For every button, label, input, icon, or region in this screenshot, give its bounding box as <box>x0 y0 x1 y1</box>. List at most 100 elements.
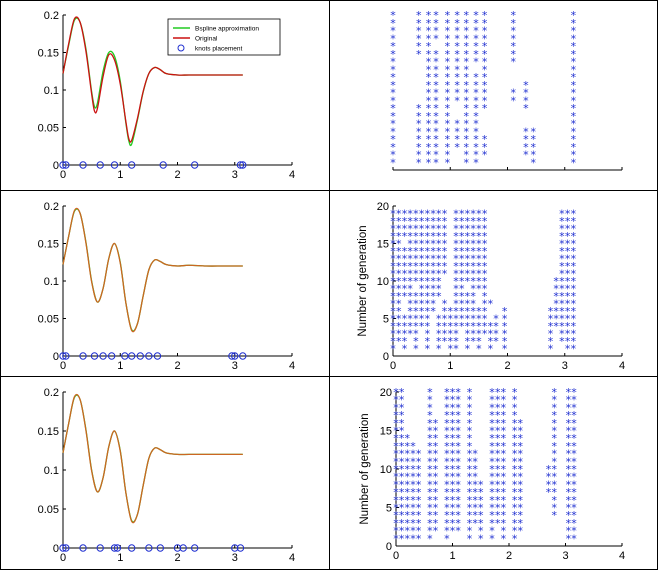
star-marker: * <box>495 448 501 461</box>
star-marker: * <box>510 94 516 107</box>
star-marker: * <box>445 32 451 45</box>
star-marker: * <box>553 275 559 288</box>
star-marker: * <box>448 335 454 348</box>
star-marker: * <box>501 425 507 438</box>
star-marker: * <box>405 432 411 445</box>
star-marker: * <box>455 417 461 430</box>
star-marker: * <box>565 230 571 243</box>
star-marker: * <box>470 275 476 288</box>
star-marker: * <box>396 328 402 341</box>
star-marker: * <box>433 125 439 138</box>
star-marker: * <box>444 394 450 407</box>
star-marker: * <box>433 494 439 507</box>
star-marker: * <box>478 486 484 499</box>
star-marker: * <box>416 118 422 131</box>
star-marker: * <box>410 532 416 545</box>
star-marker: * <box>482 230 488 243</box>
y-tick-label: 0.1 <box>44 465 59 477</box>
star-marker: * <box>413 208 419 221</box>
star-marker: * <box>393 463 399 476</box>
star-marker: * <box>396 290 402 303</box>
star-marker: * <box>489 401 495 414</box>
star-marker: * <box>482 48 488 61</box>
star-marker: * <box>470 230 476 243</box>
star-marker: * <box>467 471 473 484</box>
star-marker: * <box>571 253 577 266</box>
star-marker: * <box>502 320 508 333</box>
star-marker: * <box>442 223 448 236</box>
star-marker: * <box>430 260 436 273</box>
star-marker: * <box>436 343 442 356</box>
star-marker: * <box>396 253 402 266</box>
star-marker: * <box>399 440 405 453</box>
star-marker: * <box>488 343 494 356</box>
star-marker: * <box>433 17 439 30</box>
star-marker: * <box>455 517 461 530</box>
star-marker: * <box>427 417 433 430</box>
star-marker: * <box>459 238 465 251</box>
star-marker: * <box>482 149 488 162</box>
star-marker: * <box>390 268 396 281</box>
star-marker: * <box>566 471 572 484</box>
star-marker: * <box>571 409 577 422</box>
star-marker: * <box>407 268 413 281</box>
star-marker: * <box>396 245 402 258</box>
star-marker: * <box>433 156 439 169</box>
star-marker: * <box>482 305 488 318</box>
star-marker: * <box>501 471 507 484</box>
star-marker: * <box>410 486 416 499</box>
star-marker: * <box>551 502 557 515</box>
star-marker: * <box>571 94 577 107</box>
star-marker: * <box>571 208 577 221</box>
star-marker: * <box>512 425 518 438</box>
star-marker: * <box>566 455 572 468</box>
star-marker: * <box>390 102 396 115</box>
star-marker: * <box>523 94 529 107</box>
star-marker: * <box>467 409 473 422</box>
star-marker: * <box>390 245 396 258</box>
star-marker: * <box>426 118 432 131</box>
star-marker: * <box>559 313 565 326</box>
star-marker: * <box>445 141 451 154</box>
star-marker: * <box>436 230 442 243</box>
star-marker: * <box>512 409 518 422</box>
star-marker: * <box>512 502 518 515</box>
star-marker: * <box>551 425 557 438</box>
star-marker: * <box>427 409 433 422</box>
star-marker: * <box>495 502 501 515</box>
star-marker: * <box>565 313 571 326</box>
star-marker: * <box>445 25 451 38</box>
star-marker: * <box>426 71 432 84</box>
star-marker: * <box>565 320 571 333</box>
star-marker: * <box>453 260 459 273</box>
star-marker: * <box>390 230 396 243</box>
star-marker: * <box>425 238 431 251</box>
star-marker: * <box>393 494 399 507</box>
star-marker: * <box>565 253 571 266</box>
star-marker: * <box>489 463 495 476</box>
star-marker: * <box>433 478 439 491</box>
y-tick-label: 10 <box>380 464 392 476</box>
star-marker: * <box>416 471 422 484</box>
knot-marker <box>236 161 245 169</box>
star-marker: * <box>445 156 451 169</box>
star-marker: * <box>390 298 396 311</box>
star-marker: * <box>489 448 495 461</box>
star-marker: * <box>393 532 399 545</box>
knot-marker <box>145 544 153 552</box>
knot-marker <box>107 352 116 360</box>
star-marker: * <box>430 253 436 266</box>
star-marker: * <box>445 63 451 76</box>
star-marker: * <box>548 335 554 348</box>
star-marker: * <box>518 440 524 453</box>
star-marker: * <box>571 268 577 281</box>
star-marker: * <box>416 494 422 507</box>
star-marker: * <box>390 238 396 251</box>
star-marker: * <box>501 509 507 522</box>
star-marker: * <box>473 102 479 115</box>
star-marker: * <box>425 290 431 303</box>
star-marker: * <box>467 401 473 414</box>
star-marker: * <box>396 260 402 273</box>
star-marker: * <box>518 525 524 538</box>
legend-label: Original <box>195 35 218 42</box>
